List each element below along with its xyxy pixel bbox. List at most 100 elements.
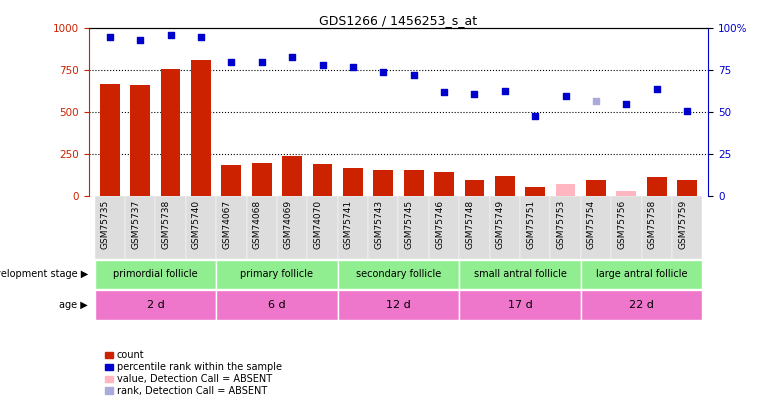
Bar (252, 163, 272, 196)
Point (468, 91, 480, 97)
Text: large antral follicle: large antral follicle (596, 269, 688, 279)
Point (346, 64, 359, 70)
Text: development stage ▶: development stage ▶ (0, 269, 89, 279)
Point (620, 101, 632, 107)
Bar (641, 196, 672, 259)
Point (104, 34, 116, 40)
Bar (581, 196, 611, 259)
Point (651, 85, 663, 92)
Text: GSM75751: GSM75751 (526, 200, 535, 249)
Point (377, 69, 390, 75)
Point (499, 87, 511, 94)
Bar (525, 187, 545, 196)
Bar (100, 84, 119, 196)
Bar (495, 176, 514, 196)
Bar (403, 171, 424, 196)
Text: GSM75756: GSM75756 (618, 200, 626, 249)
Bar (581, 290, 702, 320)
Text: GSM75749: GSM75749 (496, 200, 505, 249)
Point (134, 37, 146, 43)
Text: GSM75735: GSM75735 (101, 200, 110, 249)
Text: GSM75758: GSM75758 (648, 200, 657, 249)
Bar (222, 165, 241, 196)
Point (225, 59, 237, 65)
Text: 17 d: 17 d (507, 300, 532, 310)
Text: small antral follicle: small antral follicle (474, 269, 567, 279)
Point (256, 59, 268, 65)
Text: GSM75748: GSM75748 (465, 200, 474, 249)
Text: GSM75738: GSM75738 (162, 200, 171, 249)
Text: 22 d: 22 d (629, 300, 654, 310)
Bar (216, 196, 246, 259)
Bar (520, 196, 551, 259)
Text: GSM75741: GSM75741 (344, 200, 353, 249)
Text: GSM75740: GSM75740 (192, 200, 201, 249)
Bar (490, 196, 520, 259)
Bar (130, 85, 150, 196)
Text: primordial follicle: primordial follicle (113, 269, 198, 279)
Bar (338, 196, 368, 259)
Point (165, 32, 177, 38)
Bar (313, 164, 333, 196)
Bar (399, 196, 429, 259)
Bar (343, 168, 363, 196)
Text: GSM74070: GSM74070 (313, 200, 323, 249)
Bar (186, 196, 216, 259)
Bar (611, 196, 641, 259)
Bar (647, 177, 667, 196)
Bar (551, 196, 581, 259)
Bar (216, 260, 338, 289)
Text: GSM75759: GSM75759 (678, 200, 687, 249)
Point (286, 54, 298, 60)
Bar (161, 69, 180, 196)
Bar (95, 260, 216, 289)
Bar (277, 196, 307, 259)
Point (407, 72, 420, 79)
Text: 2 d: 2 d (146, 300, 164, 310)
Point (590, 97, 602, 104)
Bar (464, 179, 484, 196)
Bar (672, 196, 702, 259)
Bar (617, 192, 636, 196)
Bar (678, 179, 697, 196)
Title: GDS1266 / 1456253_s_at: GDS1266 / 1456253_s_at (320, 14, 477, 27)
Bar (338, 290, 459, 320)
Text: GSM75753: GSM75753 (557, 200, 566, 249)
Bar (434, 172, 454, 196)
Bar (368, 196, 399, 259)
Text: primary follicle: primary follicle (240, 269, 313, 279)
Text: GSM75737: GSM75737 (131, 200, 140, 249)
Point (438, 89, 450, 96)
Bar (586, 179, 606, 196)
Bar (156, 196, 186, 259)
Bar (191, 60, 211, 196)
Text: secondary follicle: secondary follicle (356, 269, 441, 279)
Text: 6 d: 6 d (268, 300, 286, 310)
Point (560, 92, 572, 99)
Text: GSM75743: GSM75743 (374, 200, 383, 249)
Bar (556, 184, 575, 196)
Point (529, 113, 541, 119)
Bar (373, 171, 393, 196)
Point (681, 107, 693, 114)
Bar (459, 290, 581, 320)
Bar (459, 260, 581, 289)
Bar (95, 290, 216, 320)
Text: GSM75754: GSM75754 (587, 200, 596, 249)
Text: GSM74069: GSM74069 (283, 200, 292, 249)
Bar (459, 196, 490, 259)
Text: GSM74068: GSM74068 (253, 200, 262, 249)
Bar (307, 196, 338, 259)
Bar (246, 196, 277, 259)
Bar (338, 260, 459, 289)
Bar (283, 156, 302, 196)
Text: 12 d: 12 d (386, 300, 411, 310)
Bar (581, 260, 702, 289)
Bar (429, 196, 459, 259)
Text: GSM74067: GSM74067 (223, 200, 231, 249)
Text: age ▶: age ▶ (59, 300, 89, 310)
Bar (125, 196, 156, 259)
Text: GSM75746: GSM75746 (435, 200, 444, 249)
Legend: count, percentile rank within the sample, value, Detection Call = ABSENT, rank, : count, percentile rank within the sample… (101, 347, 286, 400)
Point (316, 62, 329, 68)
